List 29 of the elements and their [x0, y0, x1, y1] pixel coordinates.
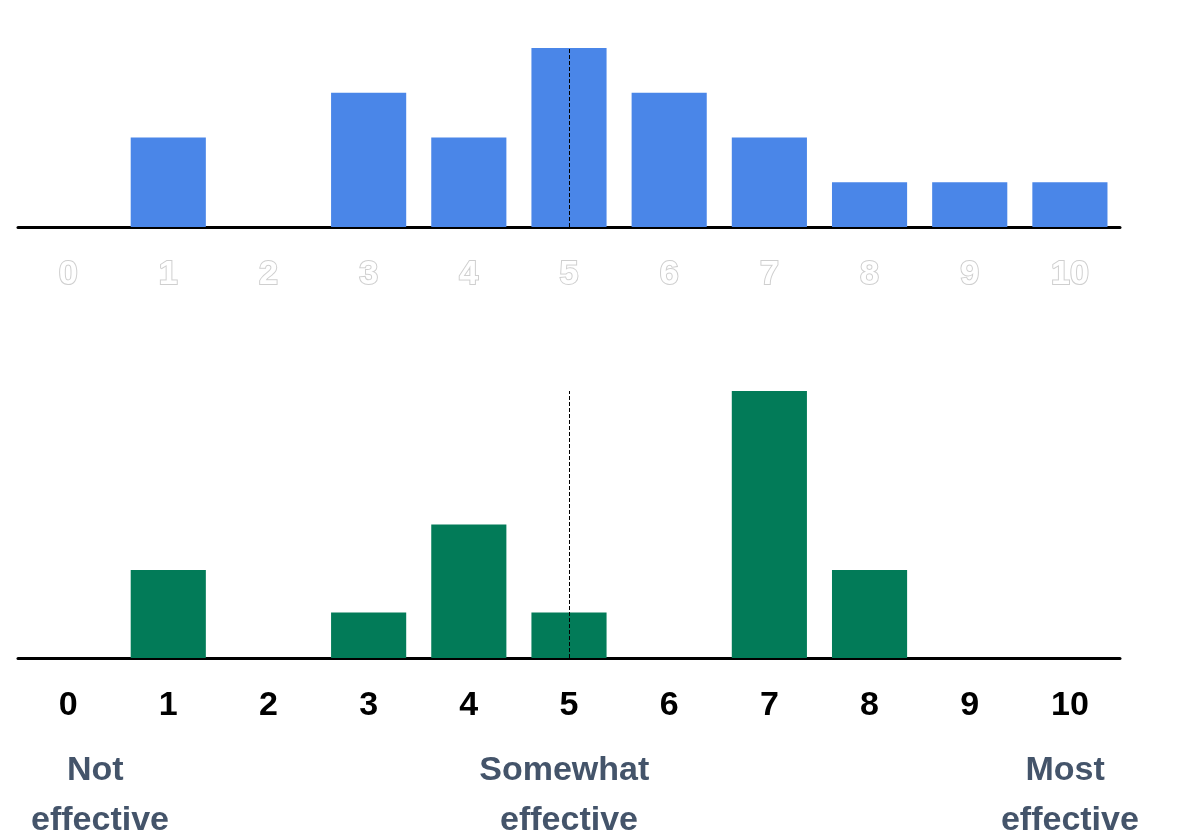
- x-tick-label: 9: [960, 684, 980, 722]
- bar: [631, 92, 707, 227]
- x-tick-label: 4: [459, 684, 479, 722]
- bar: [831, 569, 908, 658]
- bar: [531, 48, 607, 227]
- bar: [331, 92, 407, 227]
- bar: [1032, 182, 1108, 227]
- x-tick-label: 0: [58, 684, 78, 722]
- x-tick-label: 5: [559, 684, 579, 722]
- bar: [130, 137, 206, 227]
- text: Not effective: [31, 749, 169, 830]
- x-tick-label: 6: [659, 684, 679, 722]
- bar: [932, 182, 1008, 227]
- bar: [731, 137, 807, 227]
- x-tick-label: 3: [359, 684, 379, 722]
- text: Somewhat effective: [479, 749, 659, 830]
- bar: [431, 137, 507, 227]
- bar: [331, 612, 407, 658]
- x-tick-label: 7: [759, 684, 779, 722]
- x-tick-label: 2: [258, 684, 278, 722]
- x-tick-label: 1: [158, 684, 178, 722]
- x-tick-label: 8: [860, 684, 880, 722]
- bar: [731, 391, 807, 658]
- bar: [531, 612, 607, 658]
- bar: [431, 524, 507, 658]
- bar: [831, 182, 908, 227]
- bar: [130, 569, 206, 658]
- x-tick-label: 10: [1050, 684, 1089, 722]
- text: Most effective: [1000, 749, 1139, 830]
